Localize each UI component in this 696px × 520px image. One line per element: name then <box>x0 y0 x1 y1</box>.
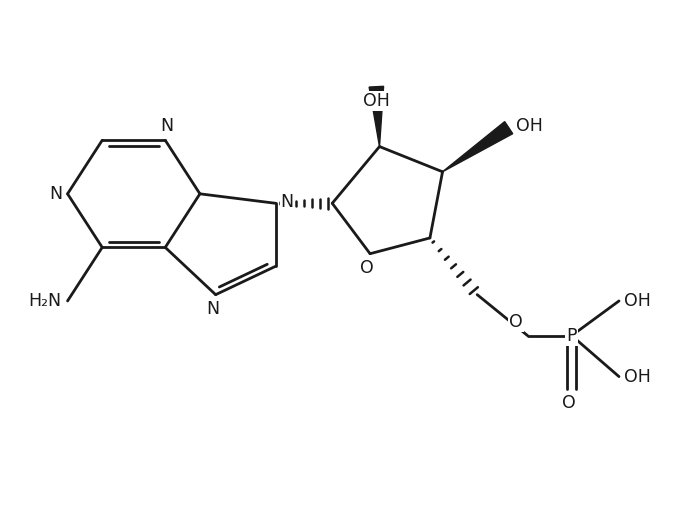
Text: OH: OH <box>516 118 543 135</box>
Text: O: O <box>562 394 576 412</box>
Text: N: N <box>206 300 219 318</box>
Polygon shape <box>369 86 383 147</box>
Text: OH: OH <box>624 292 651 310</box>
Text: O: O <box>509 313 523 331</box>
Text: N: N <box>49 185 63 203</box>
Text: H₂N: H₂N <box>28 292 61 310</box>
Text: O: O <box>360 259 374 277</box>
Text: N: N <box>160 117 173 135</box>
Text: OH: OH <box>363 92 390 110</box>
Polygon shape <box>443 122 513 172</box>
Text: N: N <box>280 193 294 211</box>
Text: OH: OH <box>624 368 651 386</box>
Text: P: P <box>567 327 577 345</box>
